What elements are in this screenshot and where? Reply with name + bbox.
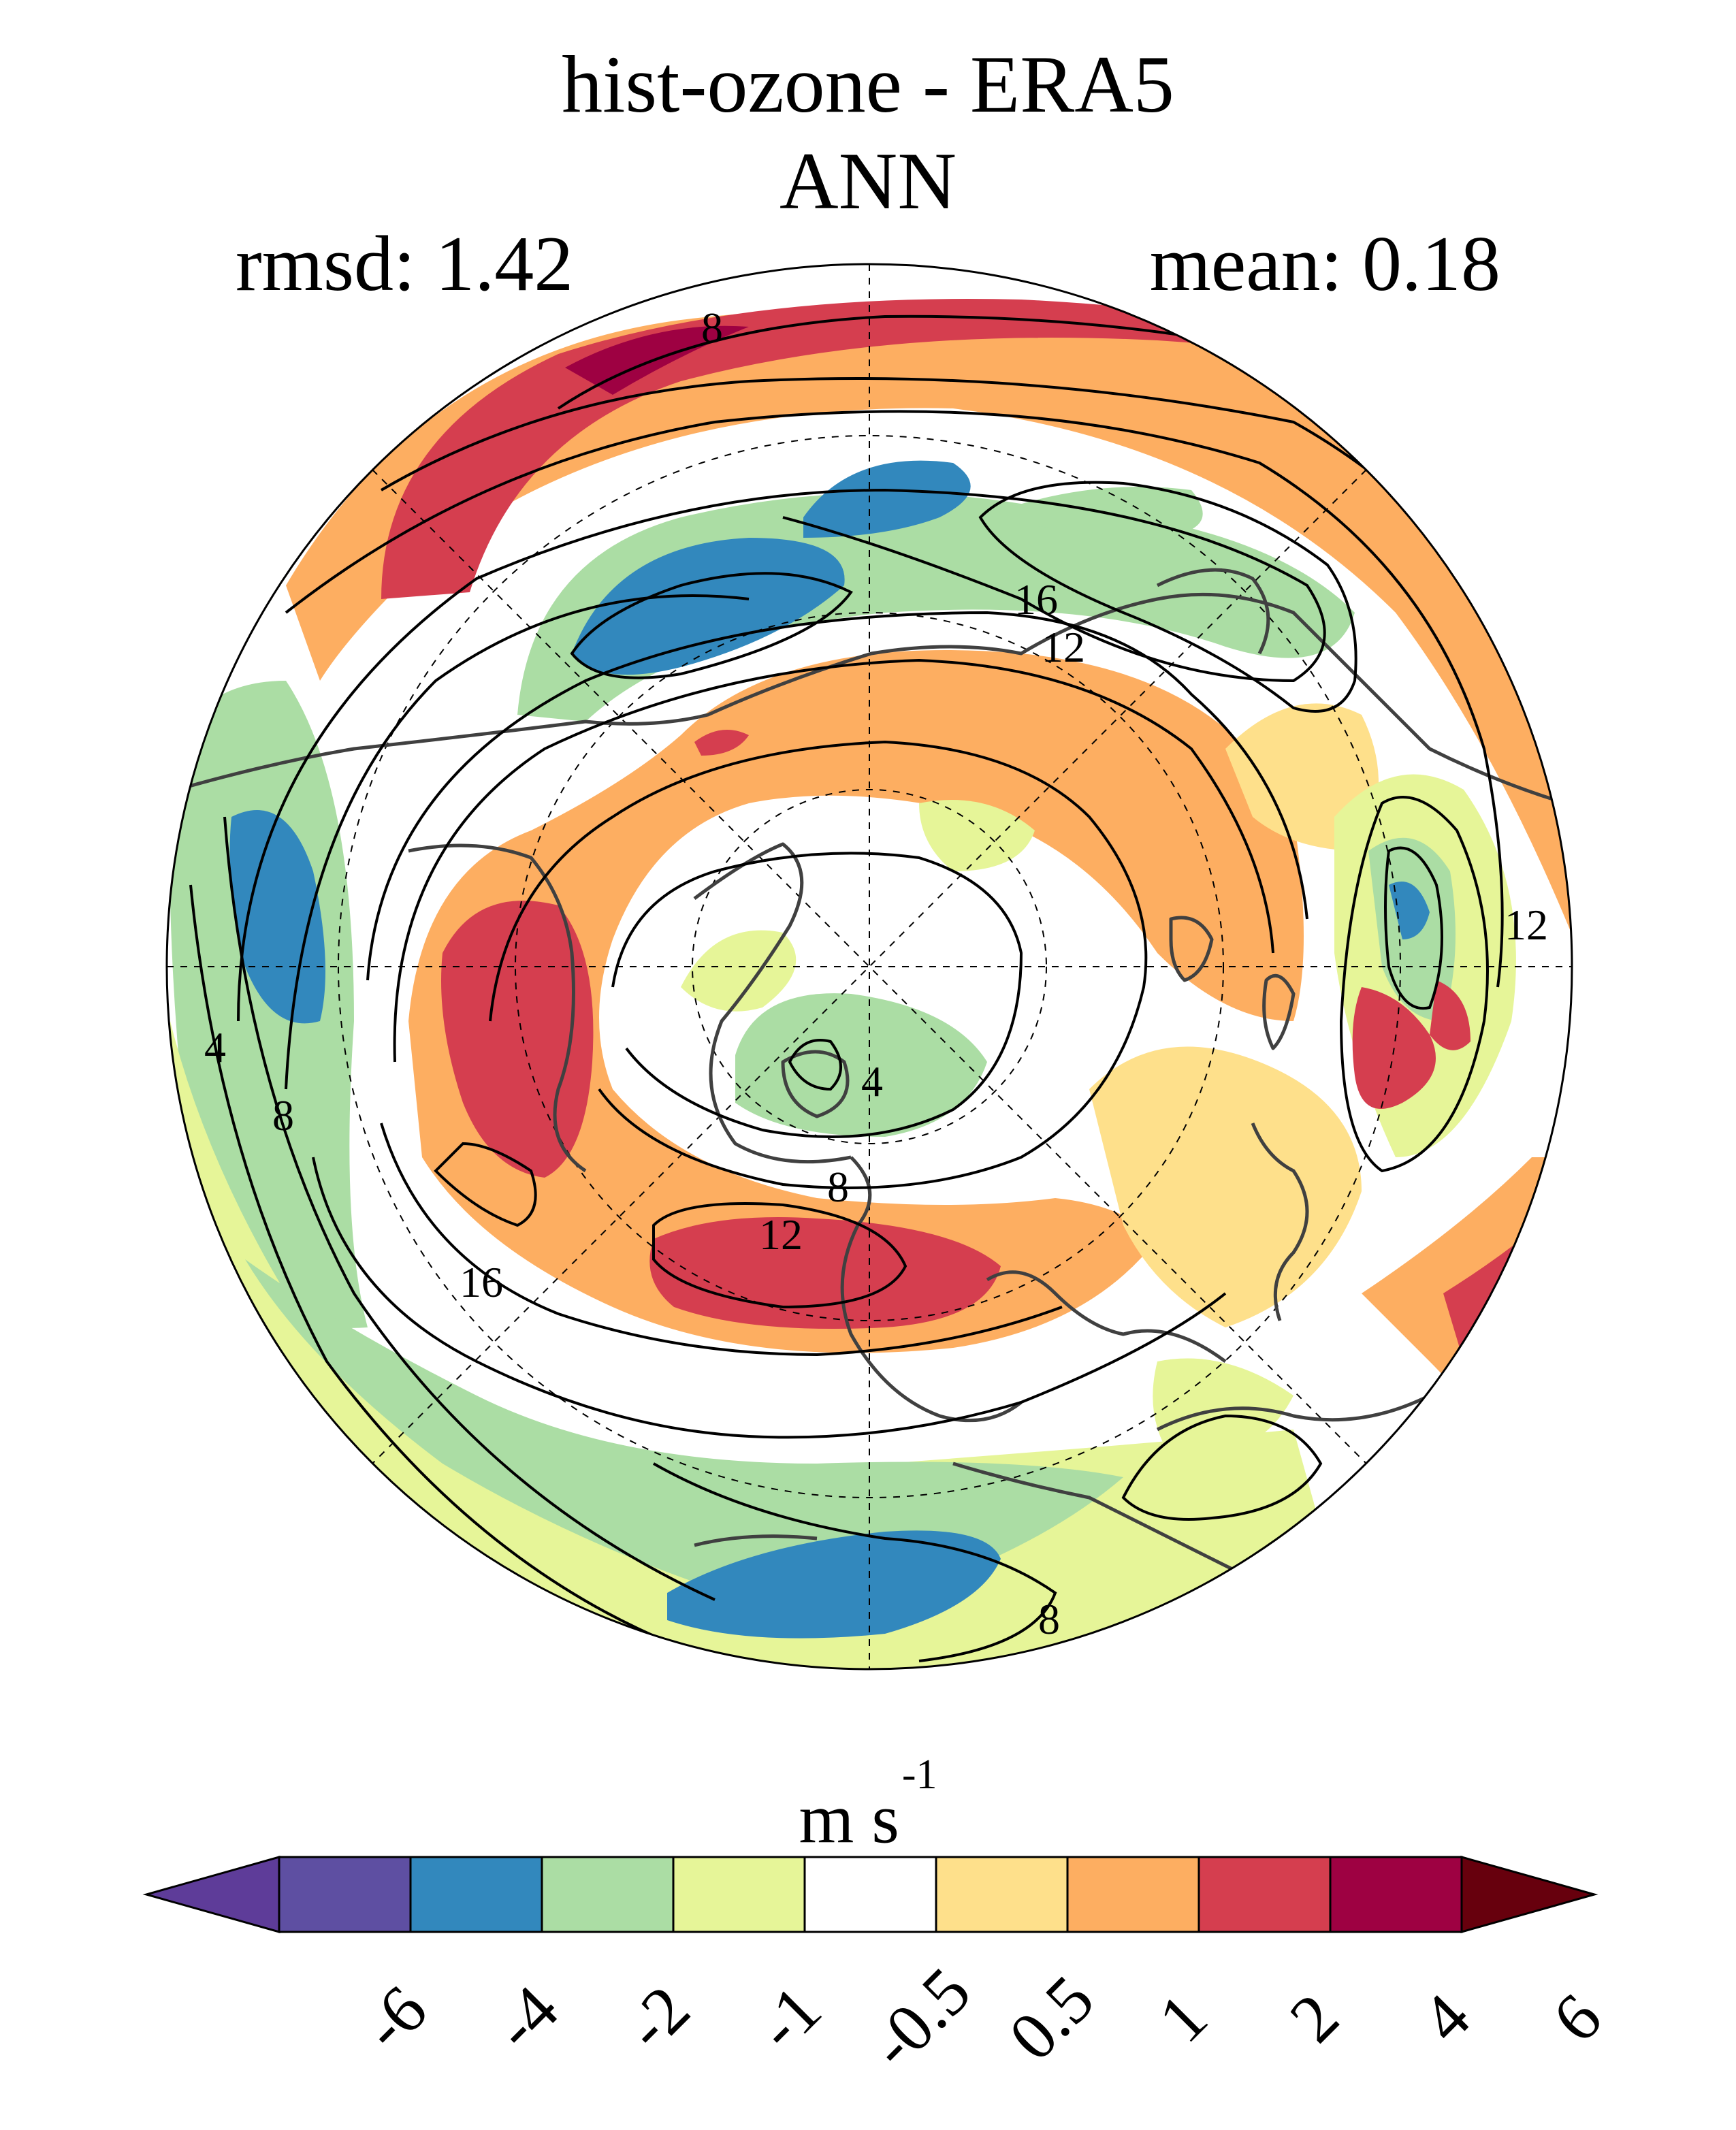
- colorbar-bin: [803, 1856, 937, 1933]
- contour-label: 12: [759, 1210, 803, 1259]
- contour-label: 8: [827, 1163, 849, 1211]
- colorbar-tick-label: 2: [1275, 1979, 1353, 2056]
- unit-base: m s: [799, 1779, 899, 1858]
- unit-exponent: -1: [901, 1752, 937, 1798]
- colorbar-tick-label: -6: [348, 1971, 441, 2065]
- colorbar-tick-label: -4: [479, 1971, 573, 2065]
- colorbar-tick-label: 6: [1538, 1979, 1616, 2056]
- rmsd-label: rmsd: 1.42: [236, 221, 574, 308]
- map-title: hist-ozone - ERA5: [562, 39, 1174, 129]
- colorbar-tick-label: 1: [1144, 1979, 1221, 2056]
- mean-label: mean: 0.18: [1149, 221, 1500, 308]
- colorbar-tick-label: 0.5: [995, 1961, 1108, 2075]
- colorbar: -6 -4 -2 -1 -0.5 0.5 1 2 4 6: [142, 1856, 1616, 2083]
- colorbar-tick-label: -1: [742, 1971, 835, 2065]
- colorbar-extend-high: [1460, 1856, 1598, 1933]
- contour-label: 16: [1014, 575, 1058, 624]
- anomaly-strong-positive-europe: [649, 1217, 1001, 1329]
- contour-labels: 8 16 12 12 4 4 8 8 12 16 8: [204, 304, 1548, 1643]
- contour-label: 12: [1505, 901, 1548, 949]
- contour-label: 12: [1042, 623, 1085, 671]
- anomaly-strong-negative-top: [572, 538, 845, 675]
- colorbar-extend-low: [142, 1856, 280, 1933]
- anomaly-strong-positive-top: [381, 299, 1484, 599]
- anomaly-strong-negative-bottom: [667, 1530, 1001, 1639]
- colorbar-bin: [409, 1856, 543, 1933]
- colorbar-tick-label: -2: [611, 1971, 704, 2065]
- map-boundary: [165, 263, 1573, 1671]
- colorbar-bin: [672, 1856, 806, 1933]
- contour-label: 4: [861, 1057, 883, 1106]
- contour-label: 4: [204, 1023, 226, 1071]
- colorbar-tick-label: 4: [1407, 1979, 1484, 2056]
- colorbar-bin: [1066, 1856, 1200, 1933]
- season-label: ANN: [779, 135, 957, 226]
- colorbar-bin: [1329, 1856, 1463, 1933]
- colorbar-bin: [935, 1856, 1069, 1933]
- colorbar-bin: [278, 1856, 412, 1933]
- wind-contours: [189, 314, 1572, 1662]
- colorbar-unit: m s-1: [0, 1754, 1736, 1855]
- colorbar-tick-label: -0.5: [855, 1953, 984, 2082]
- contour-label: 16: [460, 1258, 503, 1306]
- anomaly-positive-inner-ring: [408, 650, 1304, 1353]
- anomaly-weak-negative-pole: [735, 993, 987, 1137]
- anomaly-positive-outer: [286, 308, 1572, 953]
- contour-label: 8: [701, 304, 723, 352]
- contour-label: 8: [1038, 1595, 1060, 1643]
- colorbar-bin: [1197, 1856, 1332, 1933]
- contour-label: 8: [272, 1091, 294, 1140]
- colorbar-bin: [541, 1856, 675, 1933]
